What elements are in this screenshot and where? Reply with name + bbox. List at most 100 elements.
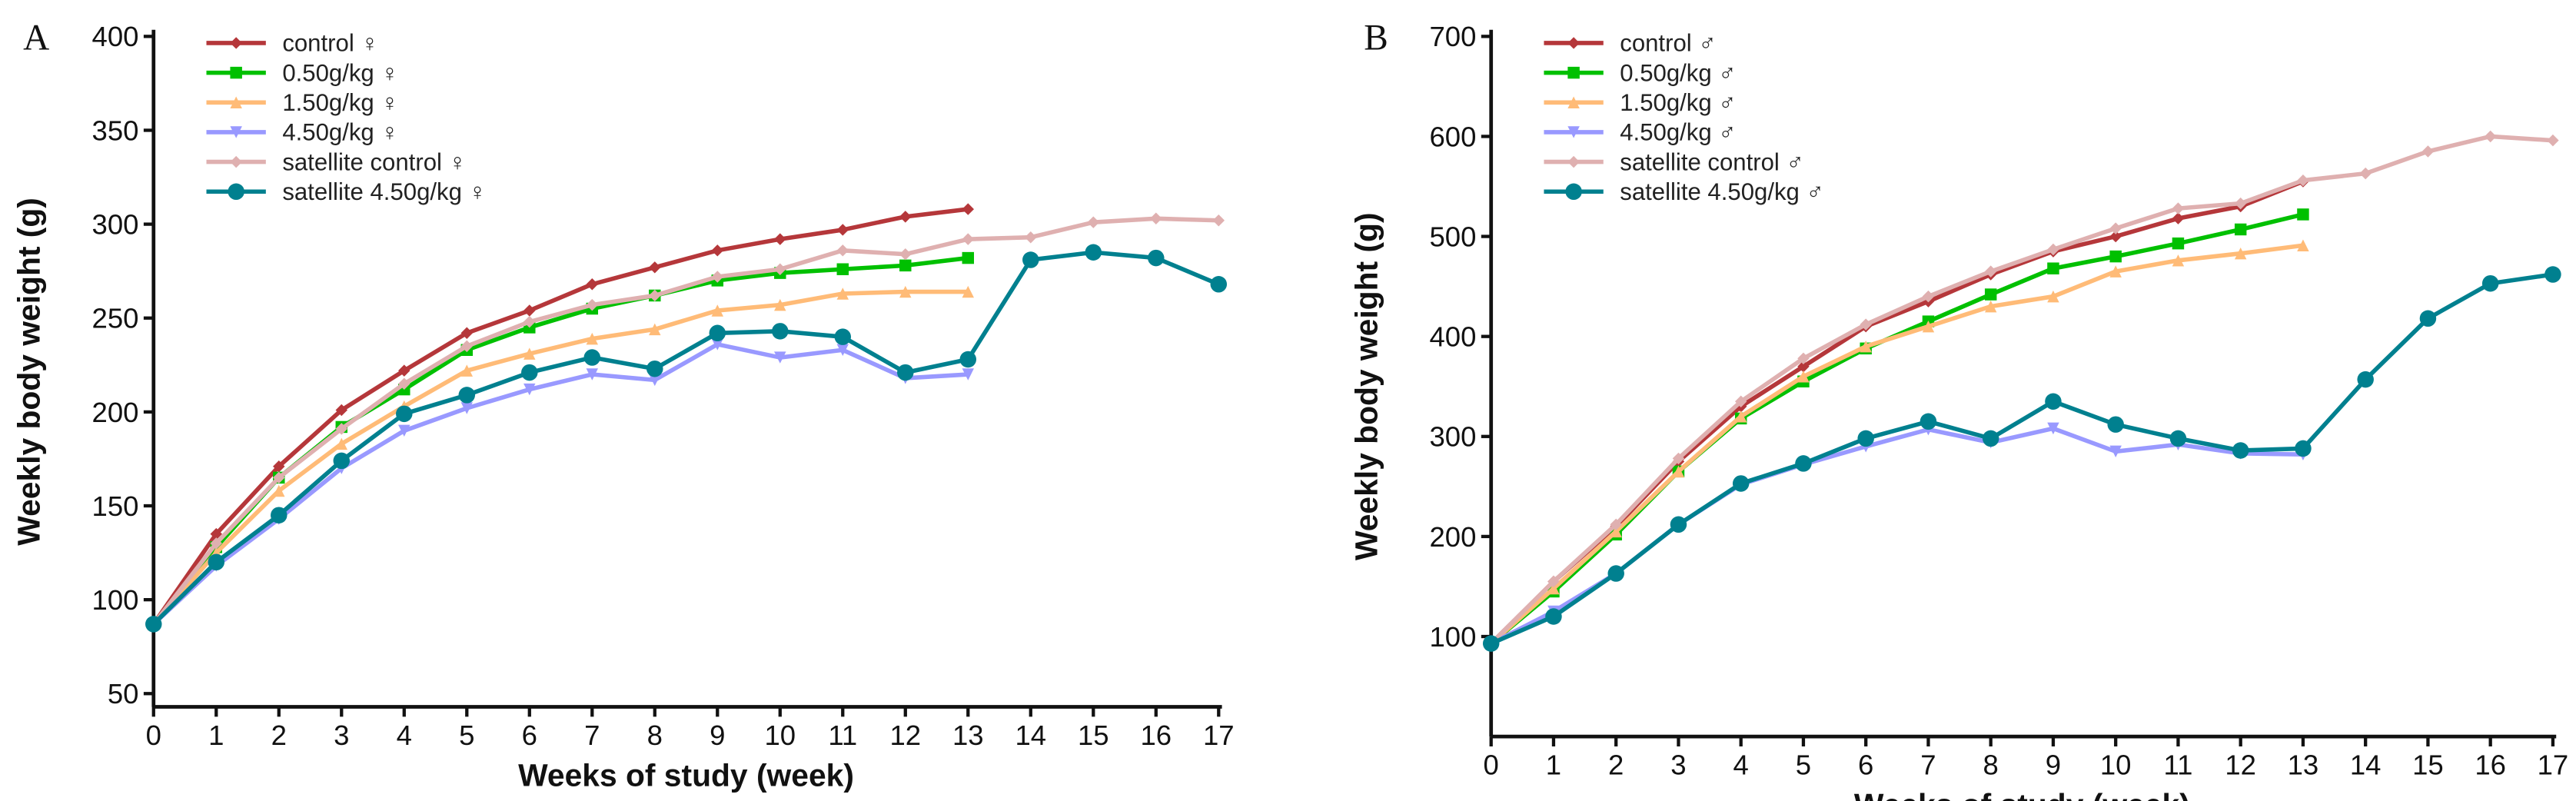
data-point bbox=[711, 304, 724, 317]
data-point bbox=[962, 203, 975, 215]
data-point bbox=[460, 340, 474, 353]
data-point bbox=[774, 298, 786, 311]
x-tick-label: 12 bbox=[889, 720, 921, 751]
series-5 bbox=[148, 212, 1225, 630]
x-tick-label: 12 bbox=[2225, 749, 2256, 781]
y-axis-label: Weekly body weight (g) bbox=[12, 198, 47, 546]
data-point bbox=[583, 349, 601, 366]
data-point bbox=[897, 364, 914, 381]
y-tick-label: 500 bbox=[1429, 221, 1476, 252]
series-line bbox=[1490, 272, 2554, 646]
data-point bbox=[210, 527, 223, 540]
data-point bbox=[1025, 231, 1037, 244]
data-point bbox=[962, 368, 975, 381]
x-tick-label: 1 bbox=[1546, 749, 1561, 781]
x-tick-label: 10 bbox=[764, 720, 796, 751]
series-line bbox=[151, 342, 969, 626]
series-line bbox=[151, 250, 1220, 626]
data-point bbox=[1797, 370, 1810, 383]
data-point bbox=[836, 263, 849, 275]
x-tick-label: 9 bbox=[2046, 749, 2061, 781]
data-point bbox=[1982, 430, 1999, 447]
y-tick-label: 200 bbox=[92, 397, 139, 428]
data-point bbox=[1482, 635, 1500, 652]
x-tick-label: 8 bbox=[1983, 749, 1999, 781]
data-point bbox=[396, 405, 413, 423]
data-point bbox=[1984, 288, 1997, 301]
data-point bbox=[772, 323, 789, 340]
data-point bbox=[273, 460, 285, 473]
data-point bbox=[2047, 422, 2059, 435]
data-point bbox=[774, 233, 786, 245]
data-point bbox=[1148, 249, 1165, 267]
data-point bbox=[2172, 254, 2185, 267]
x-tick-label: 7 bbox=[584, 720, 600, 751]
data-point bbox=[899, 211, 912, 223]
legend-marker bbox=[230, 66, 242, 79]
data-point bbox=[2047, 290, 2059, 303]
data-point bbox=[1984, 300, 1997, 313]
x-tick-label: 15 bbox=[1078, 720, 1109, 751]
legend-label: satellite control ♂ bbox=[1620, 148, 1804, 175]
data-point bbox=[649, 289, 661, 302]
data-point bbox=[1922, 290, 1935, 303]
x-tick-label: 16 bbox=[2475, 749, 2506, 781]
legend-label: control ♂ bbox=[1620, 30, 1716, 57]
x-tick-label: 13 bbox=[952, 720, 984, 751]
legend-marker bbox=[1567, 96, 1580, 109]
data-point bbox=[2295, 440, 2312, 457]
legend-marker bbox=[1567, 126, 1580, 138]
legend-item: 4.50g/kg ♂ bbox=[1544, 119, 1737, 146]
legend-marker bbox=[1567, 37, 1580, 49]
x-tick-label: 3 bbox=[334, 720, 349, 751]
data-point bbox=[458, 387, 476, 404]
data-point bbox=[836, 287, 849, 300]
data-point bbox=[1672, 465, 1685, 478]
legend-label: 0.50g/kg ♂ bbox=[1620, 59, 1736, 86]
legend-marker bbox=[1567, 66, 1580, 79]
x-tick-label: 1 bbox=[208, 720, 224, 751]
x-tick-label: 11 bbox=[2163, 749, 2192, 781]
data-point bbox=[2544, 266, 2561, 283]
x-tick-label: 8 bbox=[647, 720, 663, 751]
data-point bbox=[2172, 237, 2185, 250]
series-2 bbox=[148, 251, 975, 630]
data-point bbox=[2297, 208, 2309, 221]
data-point bbox=[1212, 214, 1225, 227]
series-line bbox=[151, 216, 1219, 626]
x-tick-label: 6 bbox=[522, 720, 537, 751]
data-point bbox=[2419, 310, 2437, 327]
y-tick-label: 700 bbox=[1429, 21, 1476, 52]
legend-marker bbox=[230, 96, 242, 109]
x-tick-label: 7 bbox=[1920, 749, 1936, 781]
y-tick-label: 150 bbox=[92, 490, 139, 522]
x-tick-label: 16 bbox=[1140, 720, 1172, 751]
legend-marker bbox=[1567, 155, 1580, 168]
panel-label: B bbox=[1364, 18, 1388, 58]
data-point bbox=[398, 424, 410, 437]
data-point bbox=[335, 437, 348, 450]
x-tick-label: 14 bbox=[2350, 749, 2382, 781]
legend-marker bbox=[1565, 183, 1582, 201]
x-tick-label: 0 bbox=[1484, 749, 1499, 781]
data-point bbox=[646, 360, 663, 377]
data-point bbox=[273, 484, 285, 497]
data-point bbox=[899, 248, 912, 261]
legend-marker bbox=[228, 183, 244, 201]
legend-label: 4.50g/kg ♀ bbox=[282, 119, 398, 146]
legend-label: satellite 4.50g/kg ♀ bbox=[282, 178, 487, 205]
x-tick-label: 4 bbox=[397, 720, 412, 751]
data-point bbox=[524, 383, 536, 396]
data-point bbox=[1545, 608, 1562, 625]
data-point bbox=[586, 332, 599, 345]
data-point bbox=[1670, 516, 1687, 533]
legend-item: control ♀ bbox=[206, 30, 379, 57]
x-tick-label: 13 bbox=[2288, 749, 2319, 781]
legend-item: 4.50g/kg ♀ bbox=[206, 119, 399, 146]
data-point bbox=[1732, 475, 1750, 492]
x-tick-label: 15 bbox=[2412, 749, 2444, 781]
x-tick-label: 0 bbox=[146, 720, 161, 751]
data-point bbox=[836, 244, 849, 257]
